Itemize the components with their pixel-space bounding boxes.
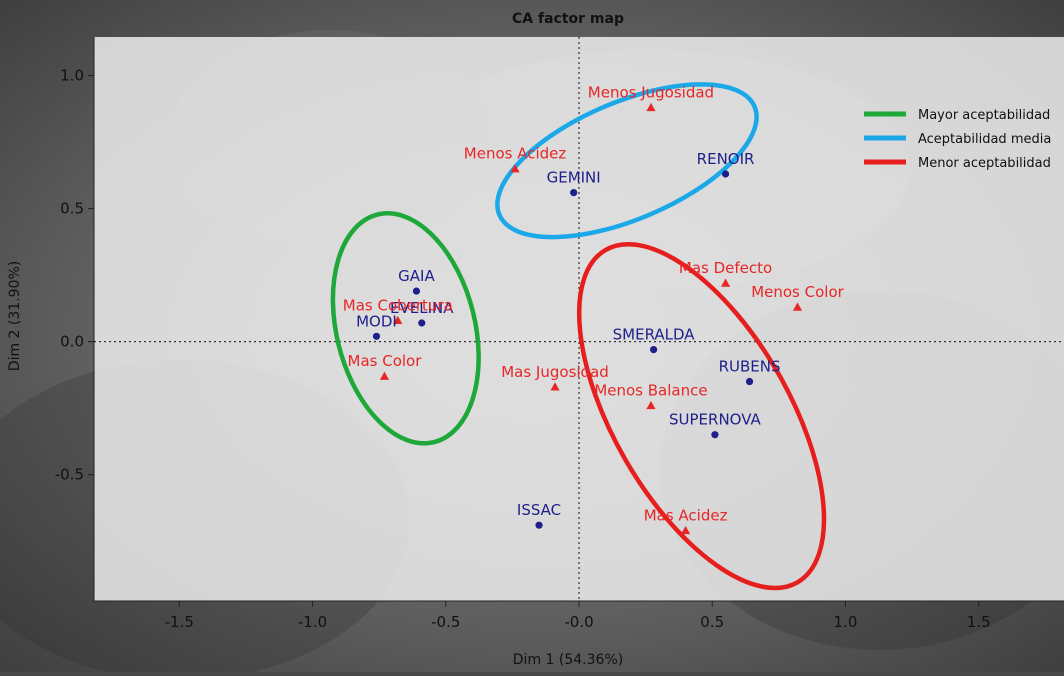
variety-point xyxy=(711,431,719,439)
attribute-label: Mas Defecto xyxy=(679,259,772,277)
attribute-point xyxy=(550,382,560,391)
variety-point xyxy=(745,377,754,386)
variety-point xyxy=(570,189,578,197)
attribute-point xyxy=(510,164,520,173)
legend-label: Menor aceptabilidad xyxy=(918,156,1051,171)
x-tick-label: -0.0 xyxy=(564,613,593,631)
x-tick-label: -0.5 xyxy=(431,613,460,631)
attribute-label: Menos Jugosidad xyxy=(588,84,714,102)
attribute-point xyxy=(393,315,403,325)
variety-label: MODI xyxy=(356,312,397,330)
y-tick-label: -0.5 xyxy=(55,466,84,484)
attribute-point xyxy=(646,102,656,112)
variety-point xyxy=(535,521,543,529)
x-axis-title: Dim 1 (54.36%) xyxy=(513,652,623,668)
variety-label: GEMINI xyxy=(547,169,601,187)
y-tick-label: 0.0 xyxy=(60,333,84,351)
x-tick-label: 1.0 xyxy=(834,613,858,631)
variety-point xyxy=(418,319,426,327)
attribute-point xyxy=(680,525,691,535)
variety-label: SUPERNOVA xyxy=(669,411,762,429)
y-axis: 1.0 0.5 0.0 -0.5 xyxy=(55,37,95,601)
variety-label: RUBENS xyxy=(719,358,781,376)
attribute-label: Menos Color xyxy=(751,283,844,301)
variety-label: EVELINA xyxy=(390,299,454,317)
variety-point xyxy=(372,332,381,340)
group-ellipse-2 xyxy=(495,82,759,240)
legend: Mayor aceptabilidad Aceptabilidad media Me… xyxy=(864,108,1051,171)
chart-title: CA factor map xyxy=(512,11,624,27)
data-points xyxy=(372,102,803,535)
variety-label: SMERALDA xyxy=(613,326,696,344)
variety-point xyxy=(650,345,658,354)
group-ellipse-3 xyxy=(576,241,827,591)
x-tick-label: -1.0 xyxy=(298,613,327,631)
attribute-point xyxy=(720,278,731,287)
x-tick-label: -1.5 xyxy=(165,613,194,631)
x-axis: -1.5 -1.0 -0.5 -0.0 0.5 1.0 1.5 xyxy=(94,600,1064,631)
attribute-label: Mas Cobertura xyxy=(343,296,453,314)
attribute-label: Menos Balance xyxy=(594,381,707,399)
x-tick-label: 0.5 xyxy=(700,613,724,631)
attribute-label: Mas Color xyxy=(348,352,423,370)
y-tick-label: 0.5 xyxy=(60,200,84,218)
attribute-point xyxy=(792,302,803,311)
attribute-label: Mas Acidez xyxy=(644,507,728,525)
x-tick-label: 1.5 xyxy=(967,613,991,631)
variety-label: GAIA xyxy=(398,267,435,285)
reference-lines xyxy=(94,37,1064,601)
variety-label: RENOIR xyxy=(697,150,755,168)
group-ellipses xyxy=(330,82,827,591)
attribute-label: Mas Jugosidad xyxy=(501,363,609,381)
variety-label: ISSAC xyxy=(517,501,561,519)
attribute-point xyxy=(646,400,656,410)
y-tick-label: 1.0 xyxy=(60,67,84,85)
group-ellipse-1 xyxy=(330,211,481,446)
y-axis-title: Dim 2 (31.90%) xyxy=(7,261,23,371)
attribute-label: Menos Acidez xyxy=(464,145,567,163)
legend-label: Mayor aceptabilidad xyxy=(918,108,1050,123)
variety-point xyxy=(721,170,730,178)
variety-point xyxy=(412,287,421,295)
legend-label: Aceptabilidad media xyxy=(918,132,1051,147)
attribute-point xyxy=(379,371,390,380)
